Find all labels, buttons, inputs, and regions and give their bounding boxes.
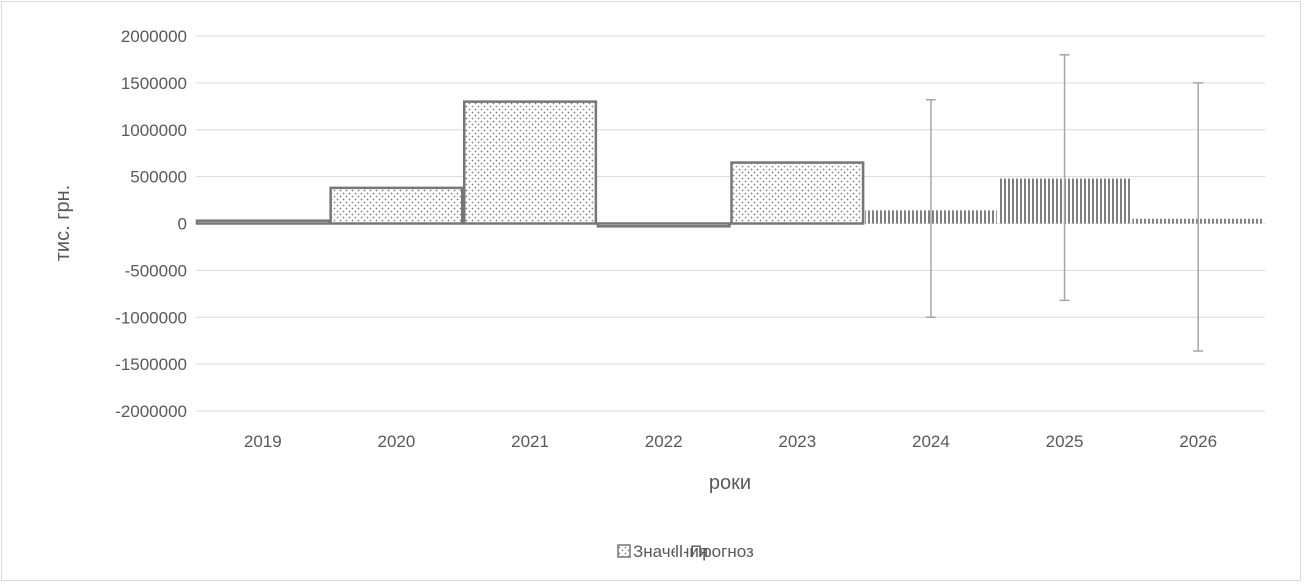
x-tick-label: 2025 bbox=[1046, 432, 1084, 451]
x-tick-labels: 2019 2020 2021 2022 2023 2024 2025 2026 bbox=[244, 432, 1217, 451]
bar-values-2020 bbox=[329, 186, 464, 225]
x-tick-label: 2023 bbox=[778, 432, 816, 451]
legend-swatch-forecast bbox=[675, 545, 684, 557]
bar-values-2022 bbox=[596, 222, 731, 228]
x-tick-label: 2026 bbox=[1179, 432, 1217, 451]
legend-item-forecast[interactable]: Прогноз bbox=[675, 542, 754, 561]
x-tick-label: 2021 bbox=[511, 432, 549, 451]
x-tick-label: 2019 bbox=[244, 432, 282, 451]
x-tick-label: 2024 bbox=[912, 432, 950, 451]
y-axis-title: тис. грн. bbox=[52, 185, 74, 261]
bar-values-2023 bbox=[730, 161, 865, 225]
y-tick-label: 0 bbox=[178, 215, 187, 234]
x-tick-label: 2022 bbox=[645, 432, 683, 451]
y-tick-label: 1000000 bbox=[121, 121, 187, 140]
y-tick-label: 500000 bbox=[130, 168, 187, 187]
error-bars bbox=[925, 54, 1204, 352]
y-tick-label: -1000000 bbox=[115, 308, 187, 327]
bar-values-2021 bbox=[463, 100, 598, 225]
legend: Значения Прогноз bbox=[617, 542, 754, 561]
gridlines bbox=[196, 35, 1265, 412]
legend-label-forecast: Прогноз bbox=[690, 542, 754, 561]
y-tick-labels: 2000000 1500000 1000000 500000 0 -500000 -1000… bbox=[115, 27, 187, 421]
bar-values-2019 bbox=[195, 219, 330, 225]
y-tick-label: -2000000 bbox=[115, 402, 187, 421]
legend-label-values: Значения bbox=[633, 542, 708, 561]
x-tick-label: 2020 bbox=[378, 432, 416, 451]
legend-item-values[interactable]: Значения bbox=[617, 542, 708, 561]
y-tick-label: 1500000 bbox=[121, 74, 187, 93]
x-axis-title: роки bbox=[709, 472, 751, 494]
bars bbox=[195, 100, 1264, 228]
legend-swatch-values bbox=[617, 544, 631, 558]
y-tick-label: -1500000 bbox=[115, 355, 187, 374]
y-tick-label: 2000000 bbox=[121, 27, 187, 46]
y-tick-label: -500000 bbox=[125, 261, 187, 280]
